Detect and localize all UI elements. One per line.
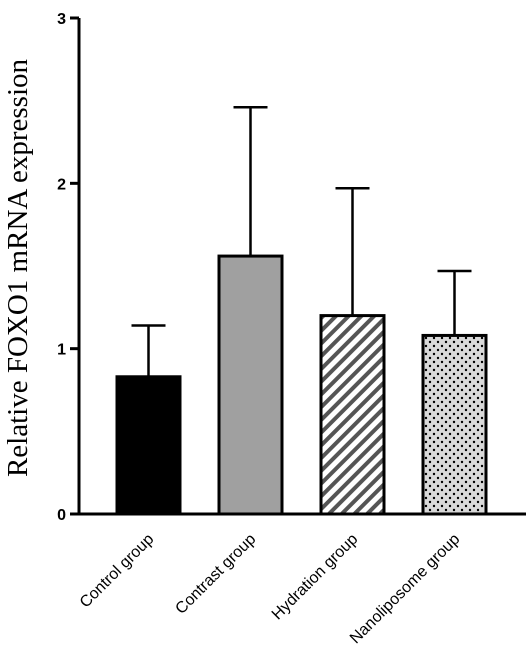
bar xyxy=(421,333,488,516)
x-category-label: Hydration group xyxy=(269,531,362,624)
bars xyxy=(115,106,488,516)
bar xyxy=(217,254,284,516)
x-category-label: Nanoliposome group xyxy=(347,531,463,647)
y-axis-title: Relative FOXO1 mRNA expression xyxy=(2,58,34,477)
y-tick-label: 3 xyxy=(57,11,66,28)
bar xyxy=(115,375,182,516)
x-axis-labels: Control group Contrast group Hydration gro… xyxy=(77,531,464,648)
y-tick-label: 2 xyxy=(57,176,66,193)
x-category-label: Control group xyxy=(77,531,158,612)
bar xyxy=(319,314,386,516)
y-tick-label: 0 xyxy=(57,507,66,524)
y-tick-label: 1 xyxy=(57,342,66,359)
x-category-label: Contrast group xyxy=(172,531,259,618)
